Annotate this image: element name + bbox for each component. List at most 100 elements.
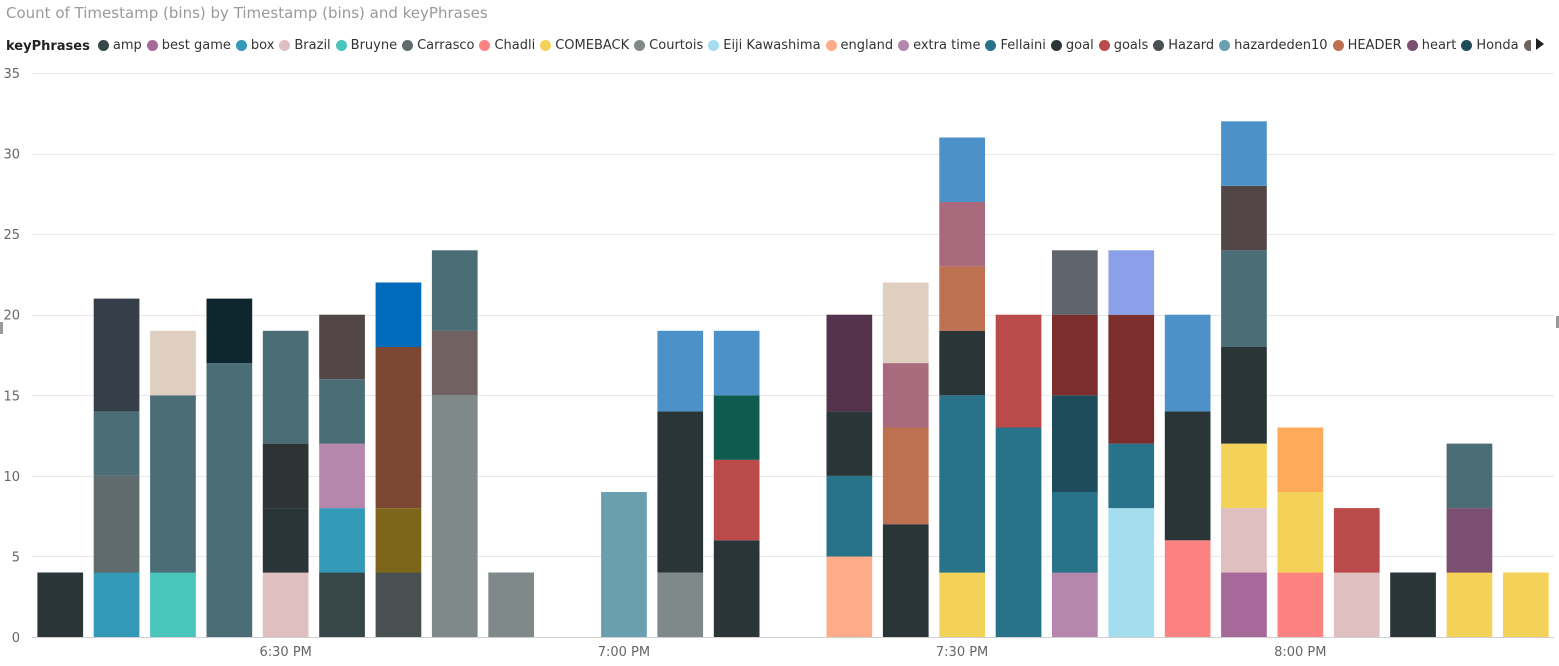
bar-segment[interactable] bbox=[206, 363, 253, 637]
bar-segment[interactable] bbox=[1221, 346, 1267, 444]
bar-segment[interactable] bbox=[93, 298, 140, 412]
bar-segment[interactable] bbox=[206, 298, 253, 364]
bar-segment[interactable] bbox=[1221, 508, 1267, 573]
bar-segment[interactable] bbox=[601, 492, 647, 637]
legend-item[interactable]: heart bbox=[1406, 38, 1456, 53]
bar-segment[interactable] bbox=[375, 572, 422, 638]
bar-segment[interactable] bbox=[1446, 508, 1493, 573]
bar-segment[interactable] bbox=[375, 282, 422, 348]
legend-item[interactable]: Hazard bbox=[1153, 38, 1214, 53]
bar-segment[interactable] bbox=[1108, 508, 1155, 637]
bar-segment[interactable] bbox=[37, 572, 84, 638]
bar-segment[interactable] bbox=[1446, 443, 1493, 509]
legend-item[interactable]: Bruyne bbox=[335, 38, 397, 53]
bar-segment[interactable] bbox=[826, 475, 873, 557]
bar-segment[interactable] bbox=[882, 363, 929, 428]
bar-segment[interactable] bbox=[657, 411, 704, 573]
bar-segment[interactable] bbox=[939, 330, 985, 396]
bar-segment[interactable] bbox=[93, 572, 140, 638]
bar-segment[interactable] bbox=[1108, 443, 1155, 509]
bar-segment[interactable] bbox=[375, 346, 422, 508]
bar-segment[interactable] bbox=[1277, 427, 1324, 493]
bar-segment[interactable] bbox=[882, 427, 929, 525]
legend-item[interactable]: hazardeden10 bbox=[1219, 38, 1328, 53]
bar-segment[interactable] bbox=[939, 137, 985, 203]
bar-segment[interactable] bbox=[319, 508, 365, 573]
legend-item[interactable]: Fellaini bbox=[985, 38, 1046, 53]
bar-segment[interactable] bbox=[150, 330, 196, 396]
right-resize-handle[interactable] bbox=[1556, 316, 1559, 328]
bar-segment[interactable] bbox=[431, 330, 478, 396]
bar-segment[interactable] bbox=[1164, 411, 1211, 541]
bar-segment[interactable] bbox=[1221, 572, 1267, 638]
bar-segment[interactable] bbox=[1108, 314, 1155, 444]
bar-segment[interactable] bbox=[319, 314, 365, 380]
bar-segment[interactable] bbox=[488, 572, 534, 638]
legend-item[interactable]: extra time bbox=[898, 38, 980, 53]
legend-item[interactable]: Courtois bbox=[634, 38, 703, 53]
bar-segment[interactable] bbox=[995, 314, 1042, 428]
bar-segment[interactable] bbox=[1333, 572, 1380, 638]
bar-segment[interactable] bbox=[713, 330, 760, 396]
legend-item[interactable]: amp bbox=[97, 38, 142, 53]
legend-item[interactable]: Brazil bbox=[279, 38, 331, 53]
bar-segment[interactable] bbox=[319, 443, 365, 509]
bar-segment[interactable] bbox=[995, 427, 1042, 638]
bar-segment[interactable] bbox=[319, 572, 365, 638]
legend-item[interactable]: Carrasco bbox=[402, 38, 474, 53]
bar-segment[interactable] bbox=[262, 508, 309, 573]
legend-item[interactable]: best game bbox=[146, 38, 231, 53]
bar-segment[interactable] bbox=[150, 572, 196, 638]
bar-segment[interactable] bbox=[375, 508, 422, 573]
bar-segment[interactable] bbox=[1277, 492, 1324, 573]
legend-item[interactable]: HEADER bbox=[1332, 38, 1402, 53]
bar-segment[interactable] bbox=[1052, 492, 1098, 573]
bar-segment[interactable] bbox=[1390, 572, 1436, 638]
bar-segment[interactable] bbox=[657, 572, 704, 638]
bar-segment[interactable] bbox=[1164, 540, 1211, 637]
bar-segment[interactable] bbox=[1052, 314, 1098, 396]
legend-item[interactable]: Chadli bbox=[479, 38, 535, 53]
bar-segment[interactable] bbox=[1164, 314, 1211, 412]
bar-segment[interactable] bbox=[1221, 185, 1267, 251]
bar-segment[interactable] bbox=[262, 330, 309, 444]
bar-segment[interactable] bbox=[826, 556, 873, 637]
left-resize-handle[interactable] bbox=[0, 322, 3, 334]
bar-segment[interactable] bbox=[262, 443, 309, 509]
bar-segment[interactable] bbox=[939, 201, 985, 267]
bar-segment[interactable] bbox=[1221, 250, 1267, 347]
legend-item[interactable]: Eiji Kawashima bbox=[708, 38, 821, 53]
bar-segment[interactable] bbox=[1503, 572, 1549, 638]
legend-item[interactable]: england bbox=[825, 38, 893, 53]
bar-segment[interactable] bbox=[826, 411, 873, 476]
legend-item[interactable]: box bbox=[235, 38, 274, 53]
bar-segment[interactable] bbox=[826, 314, 873, 412]
bar-segment[interactable] bbox=[1221, 121, 1267, 186]
bar-segment[interactable] bbox=[431, 250, 478, 331]
bar-segment[interactable] bbox=[1333, 508, 1380, 573]
bar-segment[interactable] bbox=[93, 411, 140, 476]
bar-segment[interactable] bbox=[657, 330, 704, 412]
bar-segment[interactable] bbox=[939, 266, 985, 331]
legend-item[interactable]: Honda bbox=[1461, 38, 1519, 53]
bar-segment[interactable] bbox=[1277, 572, 1324, 638]
bar-segment[interactable] bbox=[1052, 250, 1098, 315]
legend-next-arrow-icon[interactable] bbox=[1536, 38, 1544, 50]
bar-segment[interactable] bbox=[150, 395, 196, 573]
bar-segment[interactable] bbox=[713, 459, 760, 541]
bar-segment[interactable] bbox=[939, 572, 985, 638]
bar-segment[interactable] bbox=[882, 524, 929, 637]
bar-segment[interactable] bbox=[1052, 572, 1098, 638]
bar-segment[interactable] bbox=[1108, 250, 1155, 315]
bar-segment[interactable] bbox=[262, 572, 309, 638]
bar-segment[interactable] bbox=[93, 475, 140, 573]
bar-segment[interactable] bbox=[1446, 572, 1493, 638]
bar-segment[interactable] bbox=[1052, 395, 1098, 492]
legend-item[interactable]: COMEBACK bbox=[540, 38, 629, 53]
bar-segment[interactable] bbox=[713, 395, 760, 460]
legend-item[interactable]: goals bbox=[1098, 38, 1148, 53]
bar-segment[interactable] bbox=[1221, 443, 1267, 509]
bar-segment[interactable] bbox=[882, 282, 929, 364]
bar-segment[interactable] bbox=[319, 379, 365, 444]
bar-segment[interactable] bbox=[713, 540, 760, 637]
